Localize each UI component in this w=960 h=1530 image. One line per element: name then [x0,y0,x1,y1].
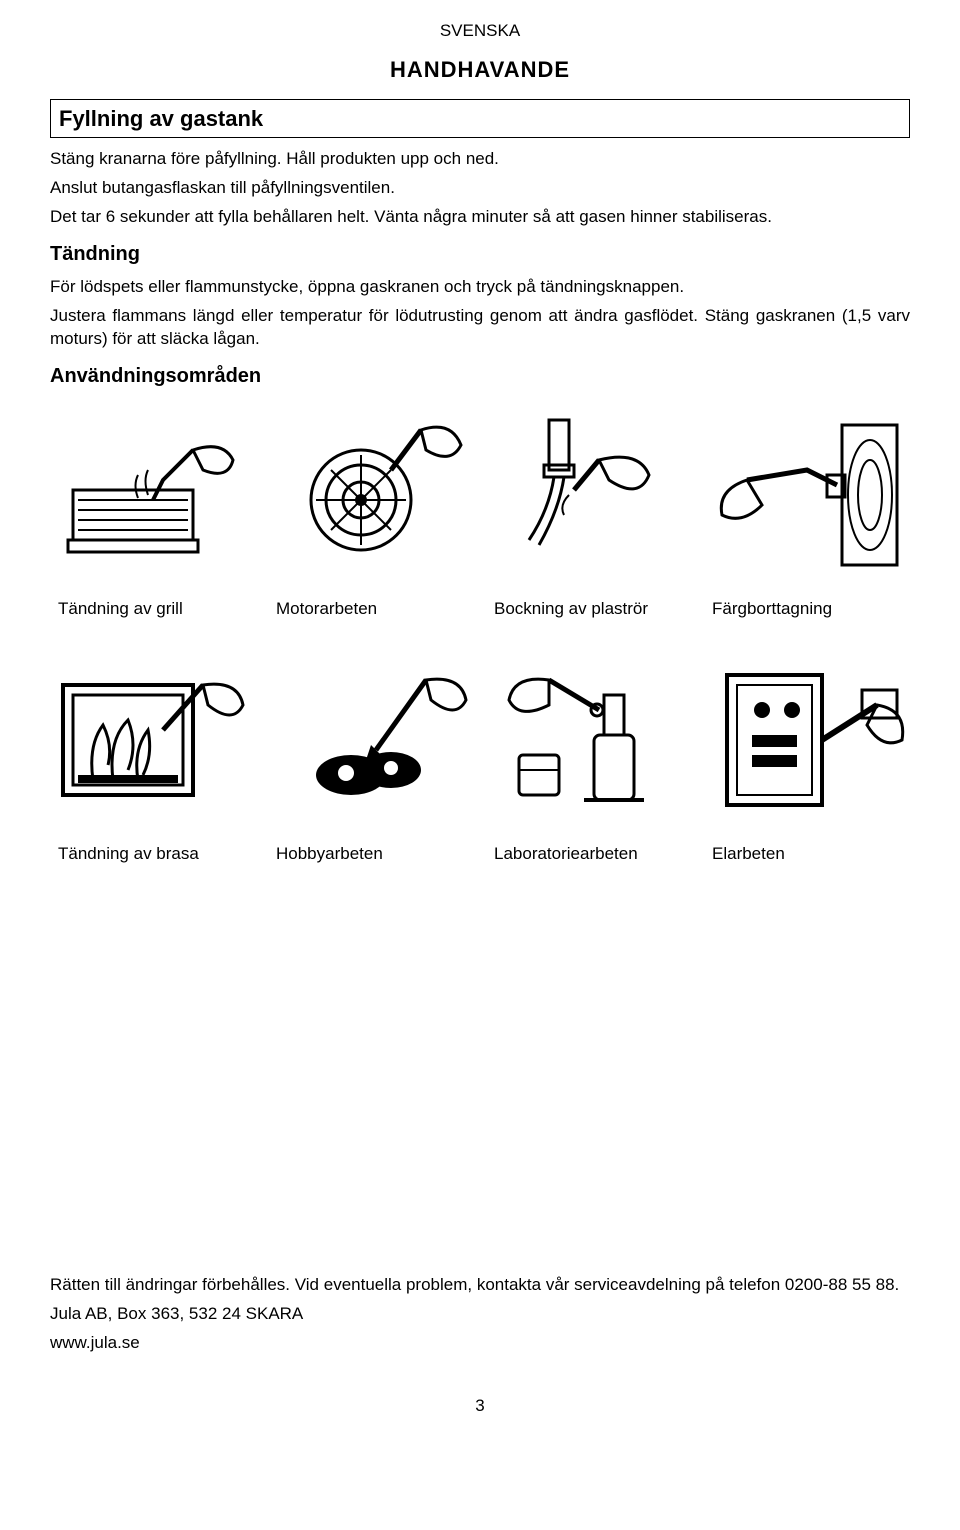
paint-icon [704,410,910,580]
section-title-usage: Användningsområden [50,363,910,390]
fill-p1: Stäng kranarna före påfyllning. Håll pro… [50,148,910,171]
ignition-p1: För lödspets eller flammunstycke, öppna … [50,276,910,299]
footer-url: www.jula.se [50,1332,910,1355]
usage-label: Hobbyarbeten [268,843,474,866]
usage-image-hobby [268,655,474,825]
usage-label: Motorarbeten [268,598,474,621]
ignition-p2: Justera flammans längd eller temperatur … [50,305,910,351]
grill-icon [50,410,256,580]
section-title-fill: Fyllning av gastank [50,99,910,139]
hobby-icon [268,655,474,825]
usage-label: Bockning av plaströr [486,598,692,621]
usage-image-paint [704,410,910,580]
fill-p2: Anslut butangasflaskan till påfyllningsv… [50,177,910,200]
usage-row-2-labels: Tändning av brasa Hobbyarbeten Laborator… [50,843,910,866]
pipe-icon [486,410,692,580]
usage-image-motor [268,410,474,580]
usage-grid: Tändning av grill Motorarbeten Bockning … [50,404,910,894]
section-title-ignition: Tändning [50,241,910,268]
main-heading: HANDHAVANDE [50,55,910,85]
usage-label: Tändning av grill [50,598,256,621]
usage-image-electric [704,655,910,825]
fire-icon [50,655,256,825]
lab-icon [486,655,692,825]
usage-image-lab [486,655,692,825]
usage-label: Laboratoriearbeten [486,843,692,866]
usage-label: Färgborttagning [704,598,910,621]
usage-image-grill [50,410,256,580]
footer-address: Jula AB, Box 363, 532 24 SKARA [50,1303,910,1326]
fill-p3: Det tar 6 sekunder att fylla behållaren … [50,206,910,229]
usage-image-fire [50,655,256,825]
usage-row-2-images [50,655,910,825]
page-number: 3 [50,1395,910,1418]
electric-icon [704,655,910,825]
usage-image-pipe [486,410,692,580]
usage-label: Tändning av brasa [50,843,256,866]
language-label: SVENSKA [50,20,910,43]
footer-disclaimer: Rätten till ändringar förbehålles. Vid e… [50,1274,910,1297]
usage-row-1-labels: Tändning av grill Motorarbeten Bockning … [50,598,910,621]
usage-label: Elarbeten [704,843,910,866]
motor-icon [268,410,474,580]
usage-row-1-images [50,410,910,580]
footer: Rätten till ändringar förbehålles. Vid e… [50,1274,910,1355]
